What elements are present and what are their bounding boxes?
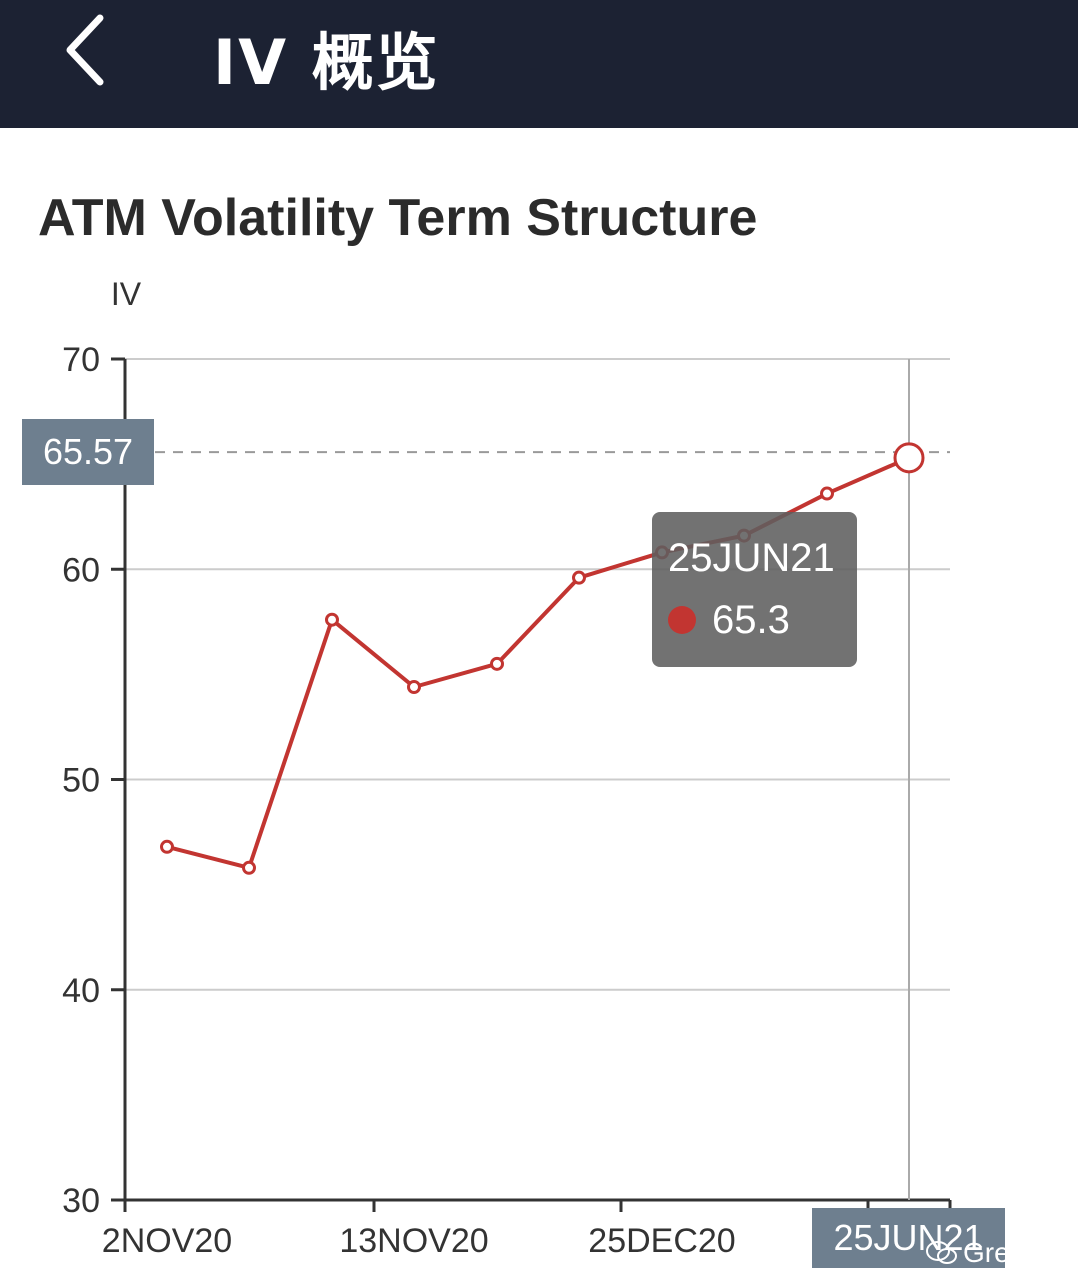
watermark-text: Greeks (963, 1237, 1054, 1268)
watermark: Greeks (925, 1237, 1054, 1268)
data-point[interactable] (325, 612, 339, 627)
chart-tooltip: 25JUN21 65.3 (652, 512, 857, 667)
tooltip-series-marker (668, 606, 696, 634)
y-tick-label: 70 (62, 341, 100, 379)
tooltip-value: 65.3 (712, 598, 790, 642)
y-tick-label: 30 (62, 1182, 100, 1220)
data-point[interactable] (572, 570, 586, 585)
data-point[interactable] (160, 839, 174, 854)
back-button[interactable] (50, 0, 120, 100)
data-point-highlighted[interactable] (893, 442, 925, 474)
data-point[interactable] (242, 860, 256, 875)
x-axis-pointer-label: 25JUN21 (812, 1208, 1005, 1268)
chevron-left-icon (66, 14, 104, 86)
y-tick-label: 60 (62, 551, 100, 589)
iv-term-structure-chart[interactable]: 70 60 50 40 30 IV 2NOV20 13NOV20 25DEC20 (0, 260, 1078, 1268)
y-tick-label: 40 (62, 972, 100, 1010)
y-tick-label: 50 (62, 762, 100, 800)
tooltip-date: 25JUN21 (668, 536, 835, 580)
data-point[interactable] (407, 679, 421, 694)
x-tick-label: 2NOV20 (102, 1222, 232, 1260)
y-axis-pointer-label: 65.57 (22, 419, 154, 485)
data-point[interactable] (820, 486, 834, 501)
chart-title: ATM Volatility Term Structure (38, 189, 758, 247)
data-point[interactable] (490, 656, 504, 671)
x-tick-label: 13NOV20 (339, 1222, 488, 1260)
x-tick-label: 25DEC20 (588, 1222, 735, 1260)
page-title: IV 概览 (213, 26, 440, 99)
y-axis-label: IV (111, 276, 142, 312)
wechat-icon (926, 1241, 957, 1264)
app-header: IV 概览 (0, 0, 1078, 128)
